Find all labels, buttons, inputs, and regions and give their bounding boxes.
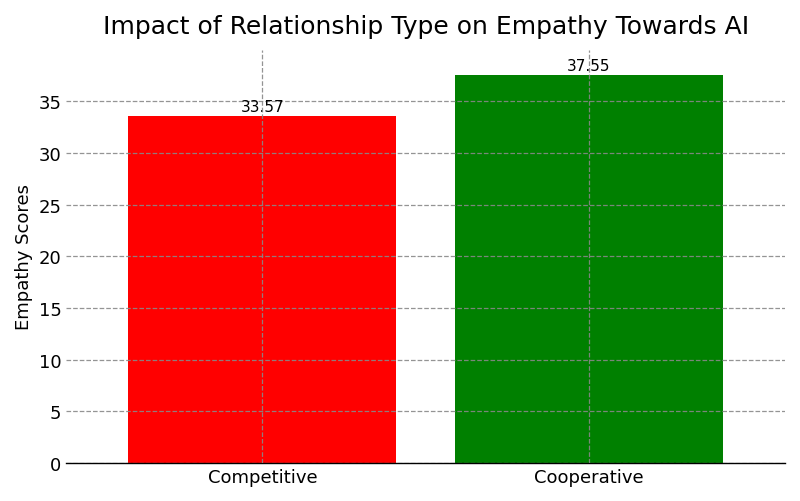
Text: 37.55: 37.55: [567, 59, 610, 74]
Bar: [455, 76, 723, 463]
Bar: [129, 117, 396, 463]
Y-axis label: Empathy Scores: Empathy Scores: [15, 184, 33, 330]
Title: Impact of Relationship Type on Empathy Towards AI: Impact of Relationship Type on Empathy T…: [102, 15, 749, 39]
Text: 33.57: 33.57: [241, 100, 284, 115]
